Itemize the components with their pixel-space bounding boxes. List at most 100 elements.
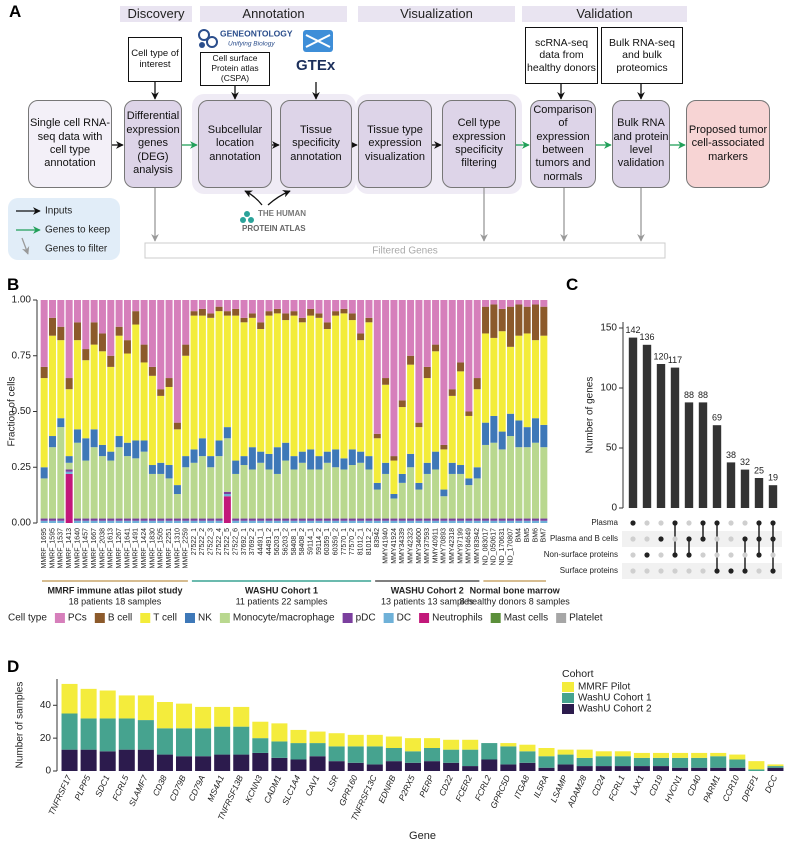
bar-segment	[404, 751, 421, 763]
group-detail: 8 healthy donors 8 samples	[460, 596, 571, 606]
bar-segment	[519, 762, 536, 771]
bar-segment	[82, 349, 90, 361]
bar-segment	[252, 752, 269, 771]
x-tick-label: 60359_2	[332, 528, 339, 555]
logo-icon	[198, 29, 210, 41]
legend-label: NK	[198, 613, 212, 624]
matrix-dot	[728, 568, 734, 574]
bar-segment	[398, 518, 406, 521]
x-tick-label: PARM1	[701, 773, 722, 803]
bar-segment	[423, 300, 431, 367]
matrix-dot	[714, 520, 720, 526]
bar-segment	[257, 520, 265, 523]
bar-segment	[118, 695, 135, 719]
bar-segment	[40, 518, 48, 521]
bar-segment	[633, 752, 650, 758]
bar-segment	[614, 766, 631, 771]
bar-segment	[348, 518, 356, 521]
bar-segment	[523, 333, 531, 428]
matrix-dot	[770, 552, 776, 558]
bar-segment	[132, 518, 140, 521]
x-tick-label: FCRL5	[110, 773, 131, 802]
bar-segment	[214, 754, 231, 771]
bar-segment	[729, 767, 746, 771]
bar-segment	[298, 300, 306, 318]
bar-segment	[265, 518, 273, 521]
x-tick-label: MMRF_1505	[158, 528, 165, 569]
bar-segment	[214, 706, 231, 727]
bar-segment	[240, 520, 248, 523]
bar-segment	[365, 317, 373, 323]
x-tick-label: 27522_6	[233, 528, 240, 555]
bar-segment	[432, 451, 440, 470]
y-axis-label: Number of samples	[15, 682, 26, 769]
bar-segment	[457, 300, 465, 363]
bar-segment	[223, 300, 231, 312]
gtex-logo: GTEx	[296, 30, 336, 74]
bar-segment	[271, 723, 288, 742]
bar-segment	[457, 473, 465, 519]
bar-segment	[423, 366, 431, 379]
bar-segment	[82, 438, 90, 461]
bar-segment	[672, 752, 689, 758]
bar-segment	[540, 424, 548, 448]
bar-segment	[407, 453, 415, 468]
bar-segment	[332, 467, 340, 519]
value-label: 69	[712, 413, 722, 423]
bar-segment	[165, 520, 173, 523]
bar-segment	[99, 751, 116, 771]
bar-segment	[123, 518, 131, 521]
bar-segment	[398, 482, 406, 519]
bar-segment	[223, 491, 231, 495]
bar-segment	[540, 520, 548, 523]
bar-segment	[340, 313, 348, 459]
bar-segment	[407, 467, 415, 519]
x-tick-label: 27522_3	[208, 528, 215, 555]
bar-segment	[557, 754, 574, 765]
bar-segment	[507, 346, 515, 414]
bar-segment	[173, 300, 181, 423]
bar-segment	[223, 315, 231, 428]
bar-segment	[328, 761, 345, 771]
workflow-step: Tissue type expression visualization	[358, 100, 432, 188]
bar-segment	[123, 520, 131, 523]
bar-segment	[156, 728, 173, 755]
matrix-dot	[672, 568, 678, 574]
bar-segment	[498, 518, 506, 521]
legend-label: Genes to keep	[45, 225, 110, 236]
bar-segment	[282, 520, 290, 523]
bar-segment	[57, 340, 65, 419]
set-label: Non-surface proteins	[544, 550, 618, 559]
bar-segment	[73, 518, 81, 521]
bar-segment	[115, 520, 123, 523]
x-tick-label: CCR10	[720, 773, 741, 803]
x-tick-label: HVCN1	[663, 773, 684, 804]
bar-segment	[215, 311, 223, 441]
panel-label: D	[7, 657, 20, 676]
bar-segment	[323, 520, 331, 523]
x-tick-label: ND_170631	[499, 528, 506, 565]
bar-segment	[457, 520, 465, 523]
matrix-dot	[672, 536, 678, 542]
x-tick-label: 27522_2	[199, 528, 206, 555]
bar-segment	[265, 453, 273, 470]
bar-segment	[233, 706, 250, 727]
bar-segment	[523, 520, 531, 523]
matrix-dot	[728, 536, 734, 542]
x-tick-label: MMY40911	[432, 528, 439, 563]
bar-segment	[257, 300, 265, 323]
bar-segment	[440, 449, 448, 490]
x-tick-label: FCRL2	[473, 773, 494, 802]
bar-segment	[140, 520, 148, 523]
x-tick-label: MMY42323	[407, 528, 414, 564]
bar-segment	[523, 427, 531, 448]
bar-segment	[415, 422, 423, 428]
matrix-dot	[658, 568, 664, 574]
bar-segment	[507, 300, 515, 307]
bar-segment	[118, 718, 135, 750]
bar-segment	[307, 315, 315, 450]
x-tick-label: CAV1	[303, 773, 321, 797]
x-tick-label: MMY42318	[449, 528, 456, 564]
bar-segment	[115, 335, 123, 437]
bar-segment	[462, 739, 479, 750]
